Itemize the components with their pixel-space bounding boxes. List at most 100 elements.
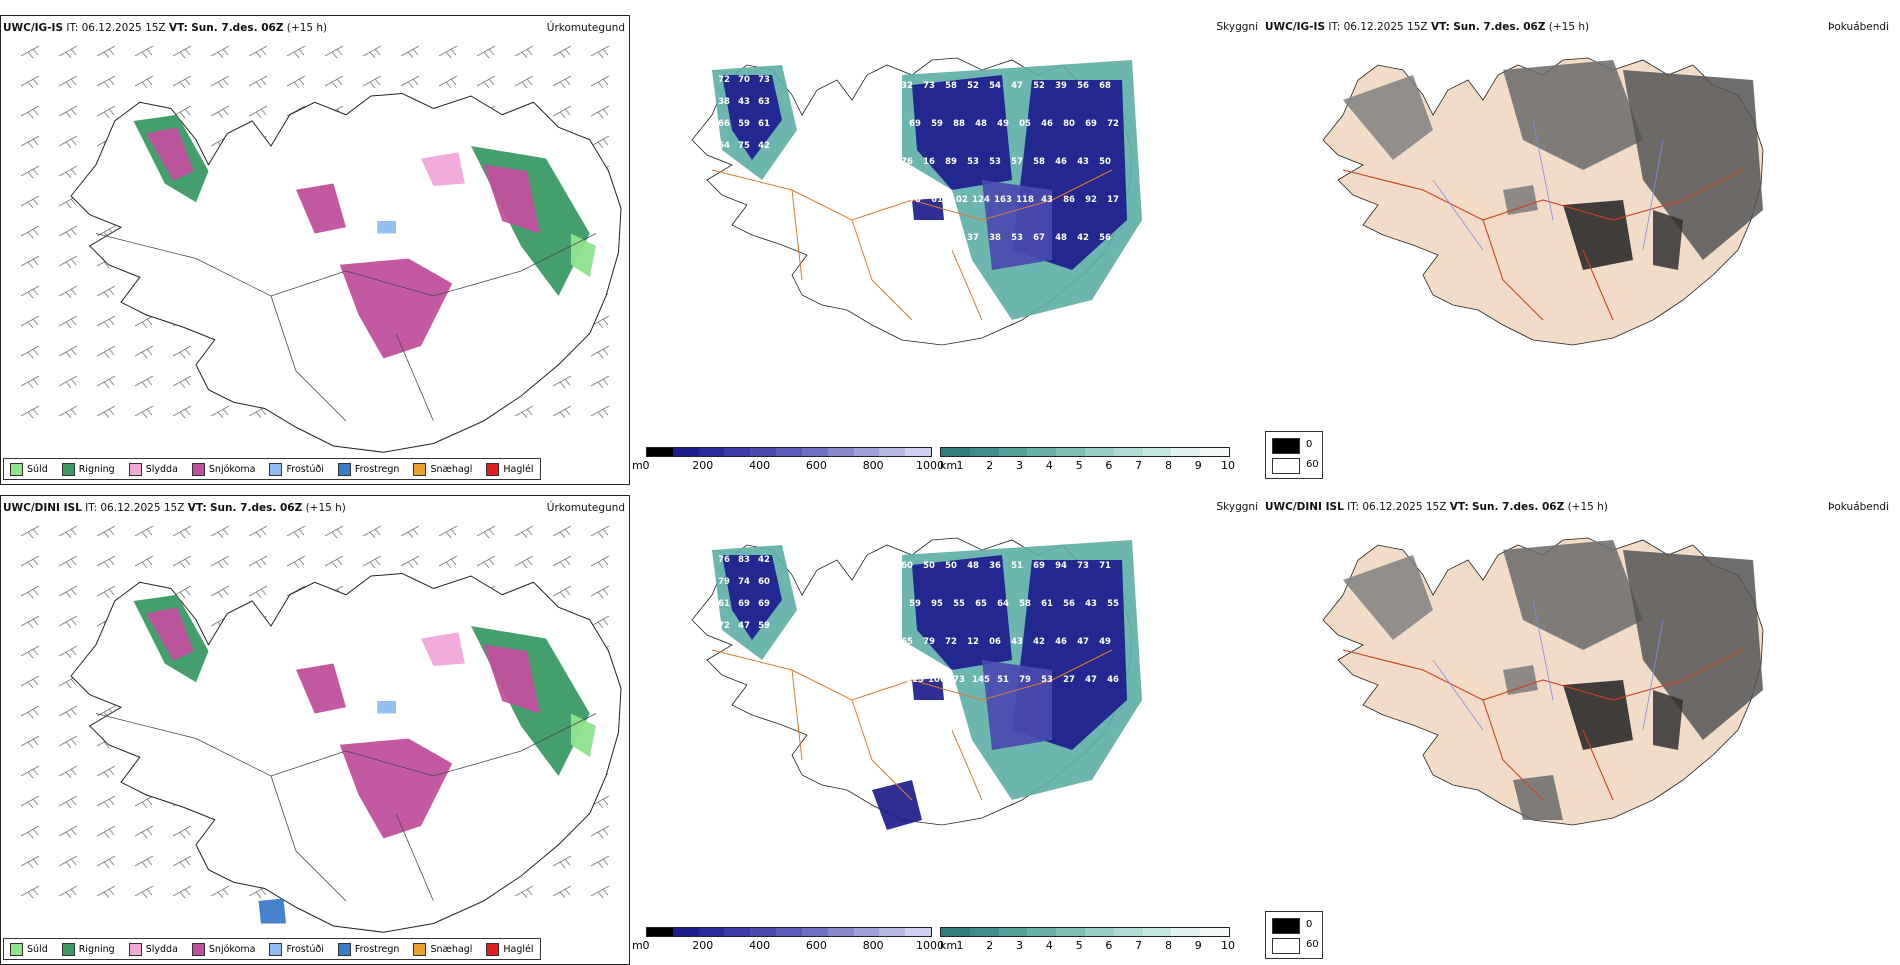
panel-title: Skyggni <box>1216 501 1259 513</box>
fog-area <box>1623 70 1763 260</box>
colorbar-tick: 600 <box>805 939 827 952</box>
fog-area <box>1343 555 1433 640</box>
fog-legend: 0 60 <box>1265 911 1323 959</box>
fog-area <box>1343 75 1433 160</box>
cloud-base-label: 76 <box>901 157 913 167</box>
cloud-base-label: 73 <box>758 75 770 85</box>
precip-area <box>296 663 346 714</box>
legend-swatch <box>269 942 283 956</box>
cloud-base-label: 53 <box>1041 675 1053 685</box>
cloud-area <box>982 180 1052 270</box>
river-lines <box>1432 119 1664 251</box>
precip-area <box>571 233 596 278</box>
colorbar-tick: 2 <box>986 939 994 952</box>
road-lines <box>711 169 1113 321</box>
colorbar-tick: 7 <box>1135 939 1143 952</box>
legend-label: Frostregn <box>354 943 400 955</box>
cloud-base-label: 55 <box>953 599 965 609</box>
cloud-base-label: 74 <box>738 577 750 587</box>
legend-swatch <box>413 942 427 956</box>
cloudbase-unit: m <box>632 939 643 952</box>
cloud-base-label: 47 <box>738 621 750 631</box>
cloud-base-label: 32 <box>901 81 913 91</box>
legend-label: Rigning <box>78 943 115 955</box>
cloud-base-label: 65 <box>975 599 987 609</box>
fog-legend-low: 60 <box>1306 939 1319 950</box>
legend-label: Snæhagl <box>430 943 473 955</box>
legend-item: Snæhagl <box>413 462 472 476</box>
cloud-base-label: 88 <box>953 119 965 129</box>
cloud-base-label: 59 <box>909 599 921 609</box>
cloud-base-label: 94 <box>945 233 957 243</box>
cloud-base-label: 42 <box>1077 233 1089 243</box>
cloud-base-label: 61 <box>758 119 770 129</box>
cloudbase-bar <box>646 447 932 457</box>
cloud-base-label: 145 <box>972 675 990 685</box>
precip-type-panel-2: UWC/DINI ISL IT: 06.12.2025 15Z VT: Sun.… <box>0 495 630 965</box>
cloud-base-label: 53 <box>967 157 979 167</box>
precip-legend: Súld Rigning Slydda Snjókoma Frostúði Frostre… <box>3 458 541 480</box>
cloud-base-label: 61 <box>718 599 730 609</box>
cloud-area <box>872 780 922 830</box>
cloud-area <box>912 198 944 220</box>
colorbar-tick: 8 <box>1164 939 1172 952</box>
cloud-base-label: 61 <box>1041 599 1053 609</box>
cloud-base-label: 42 <box>1033 637 1045 647</box>
colorbar-tick: 1000 <box>916 459 944 472</box>
cloud-base-label: 76 <box>718 555 730 565</box>
fog-legend-low-swatch <box>1272 938 1300 954</box>
colorbar-tick: 200 <box>692 459 714 472</box>
cloud-base-label: 72 <box>718 621 730 631</box>
legend-label: Rigning <box>78 463 115 475</box>
cloud-base-label: 46 <box>1055 637 1067 647</box>
legend-item: Rigning <box>61 942 115 956</box>
cloud-base-label: 50 <box>945 561 957 571</box>
cloud-base-label: 17 <box>1107 195 1119 205</box>
fog-area <box>1653 690 1683 750</box>
legend-swatch <box>191 942 205 956</box>
cloud-base-label: 73 <box>953 675 965 685</box>
cloud-base-label: 71 <box>1099 561 1111 571</box>
colorbar-tick: 8 <box>1164 459 1172 472</box>
cloud-base-label: 79 <box>1019 675 1031 685</box>
cloud-base-label: 47 <box>1085 675 1097 685</box>
cloud-base-label: 47 <box>1011 81 1023 91</box>
cloud-base-label: 51 <box>1011 561 1023 571</box>
colorbar-tick: 0 <box>642 459 650 472</box>
cloud-base-label: 115 <box>906 675 924 685</box>
cloud-base-label: 69 <box>738 599 750 609</box>
precip-area <box>571 713 596 758</box>
colorbar-tick: 5 <box>1075 459 1083 472</box>
fog-area <box>1503 185 1538 215</box>
legend-label: Slydda <box>145 943 178 955</box>
cloud-base-label: 43 <box>1011 637 1023 647</box>
panel-header: UWC/IG-IS IT: 06.12.2025 15Z VT: Sun. 7.… <box>3 22 328 34</box>
cloud-base-label: 50 <box>923 561 935 571</box>
precip-type-map <box>20 525 622 933</box>
colorbar-tick: 7 <box>1135 459 1143 472</box>
cloud-base-label: 52 <box>1033 81 1045 91</box>
cloud-base-label: 58 <box>1033 157 1045 167</box>
cloud-base-label: 42 <box>758 555 770 565</box>
cloud-base-label: 61 <box>931 195 943 205</box>
panel-header: UWC/DINI ISL IT: 06.12.2025 15Z VT: Sun.… <box>1265 501 1608 513</box>
panel-header: UWC/DINI ISL IT: 06.12.2025 15Z VT: Sun.… <box>3 502 346 514</box>
cloud-base-label: 38 <box>923 713 935 723</box>
precip-area <box>377 221 396 234</box>
cloud-base-label: 27 <box>1063 675 1075 685</box>
cloud-base-label: 50 <box>1099 157 1111 167</box>
road-lines <box>711 649 1113 801</box>
cloud-base-label: 59 <box>931 119 943 129</box>
visibility-unit: km <box>940 459 958 472</box>
fog-area <box>1503 60 1643 170</box>
cloud-base-label: 43 <box>738 97 750 107</box>
legend-item: Snjókoma <box>191 462 255 476</box>
legend-item: Slydda <box>128 462 178 476</box>
cloud-base-label: 66 <box>718 119 730 129</box>
cloud-base-label: 69 <box>1033 561 1045 571</box>
cloud-base-label: 49 <box>1099 637 1111 647</box>
cloud-base-label: 16 <box>923 157 935 167</box>
fog-area <box>1653 210 1683 270</box>
precip-area <box>296 183 346 234</box>
legend-item: Súld <box>10 462 48 476</box>
